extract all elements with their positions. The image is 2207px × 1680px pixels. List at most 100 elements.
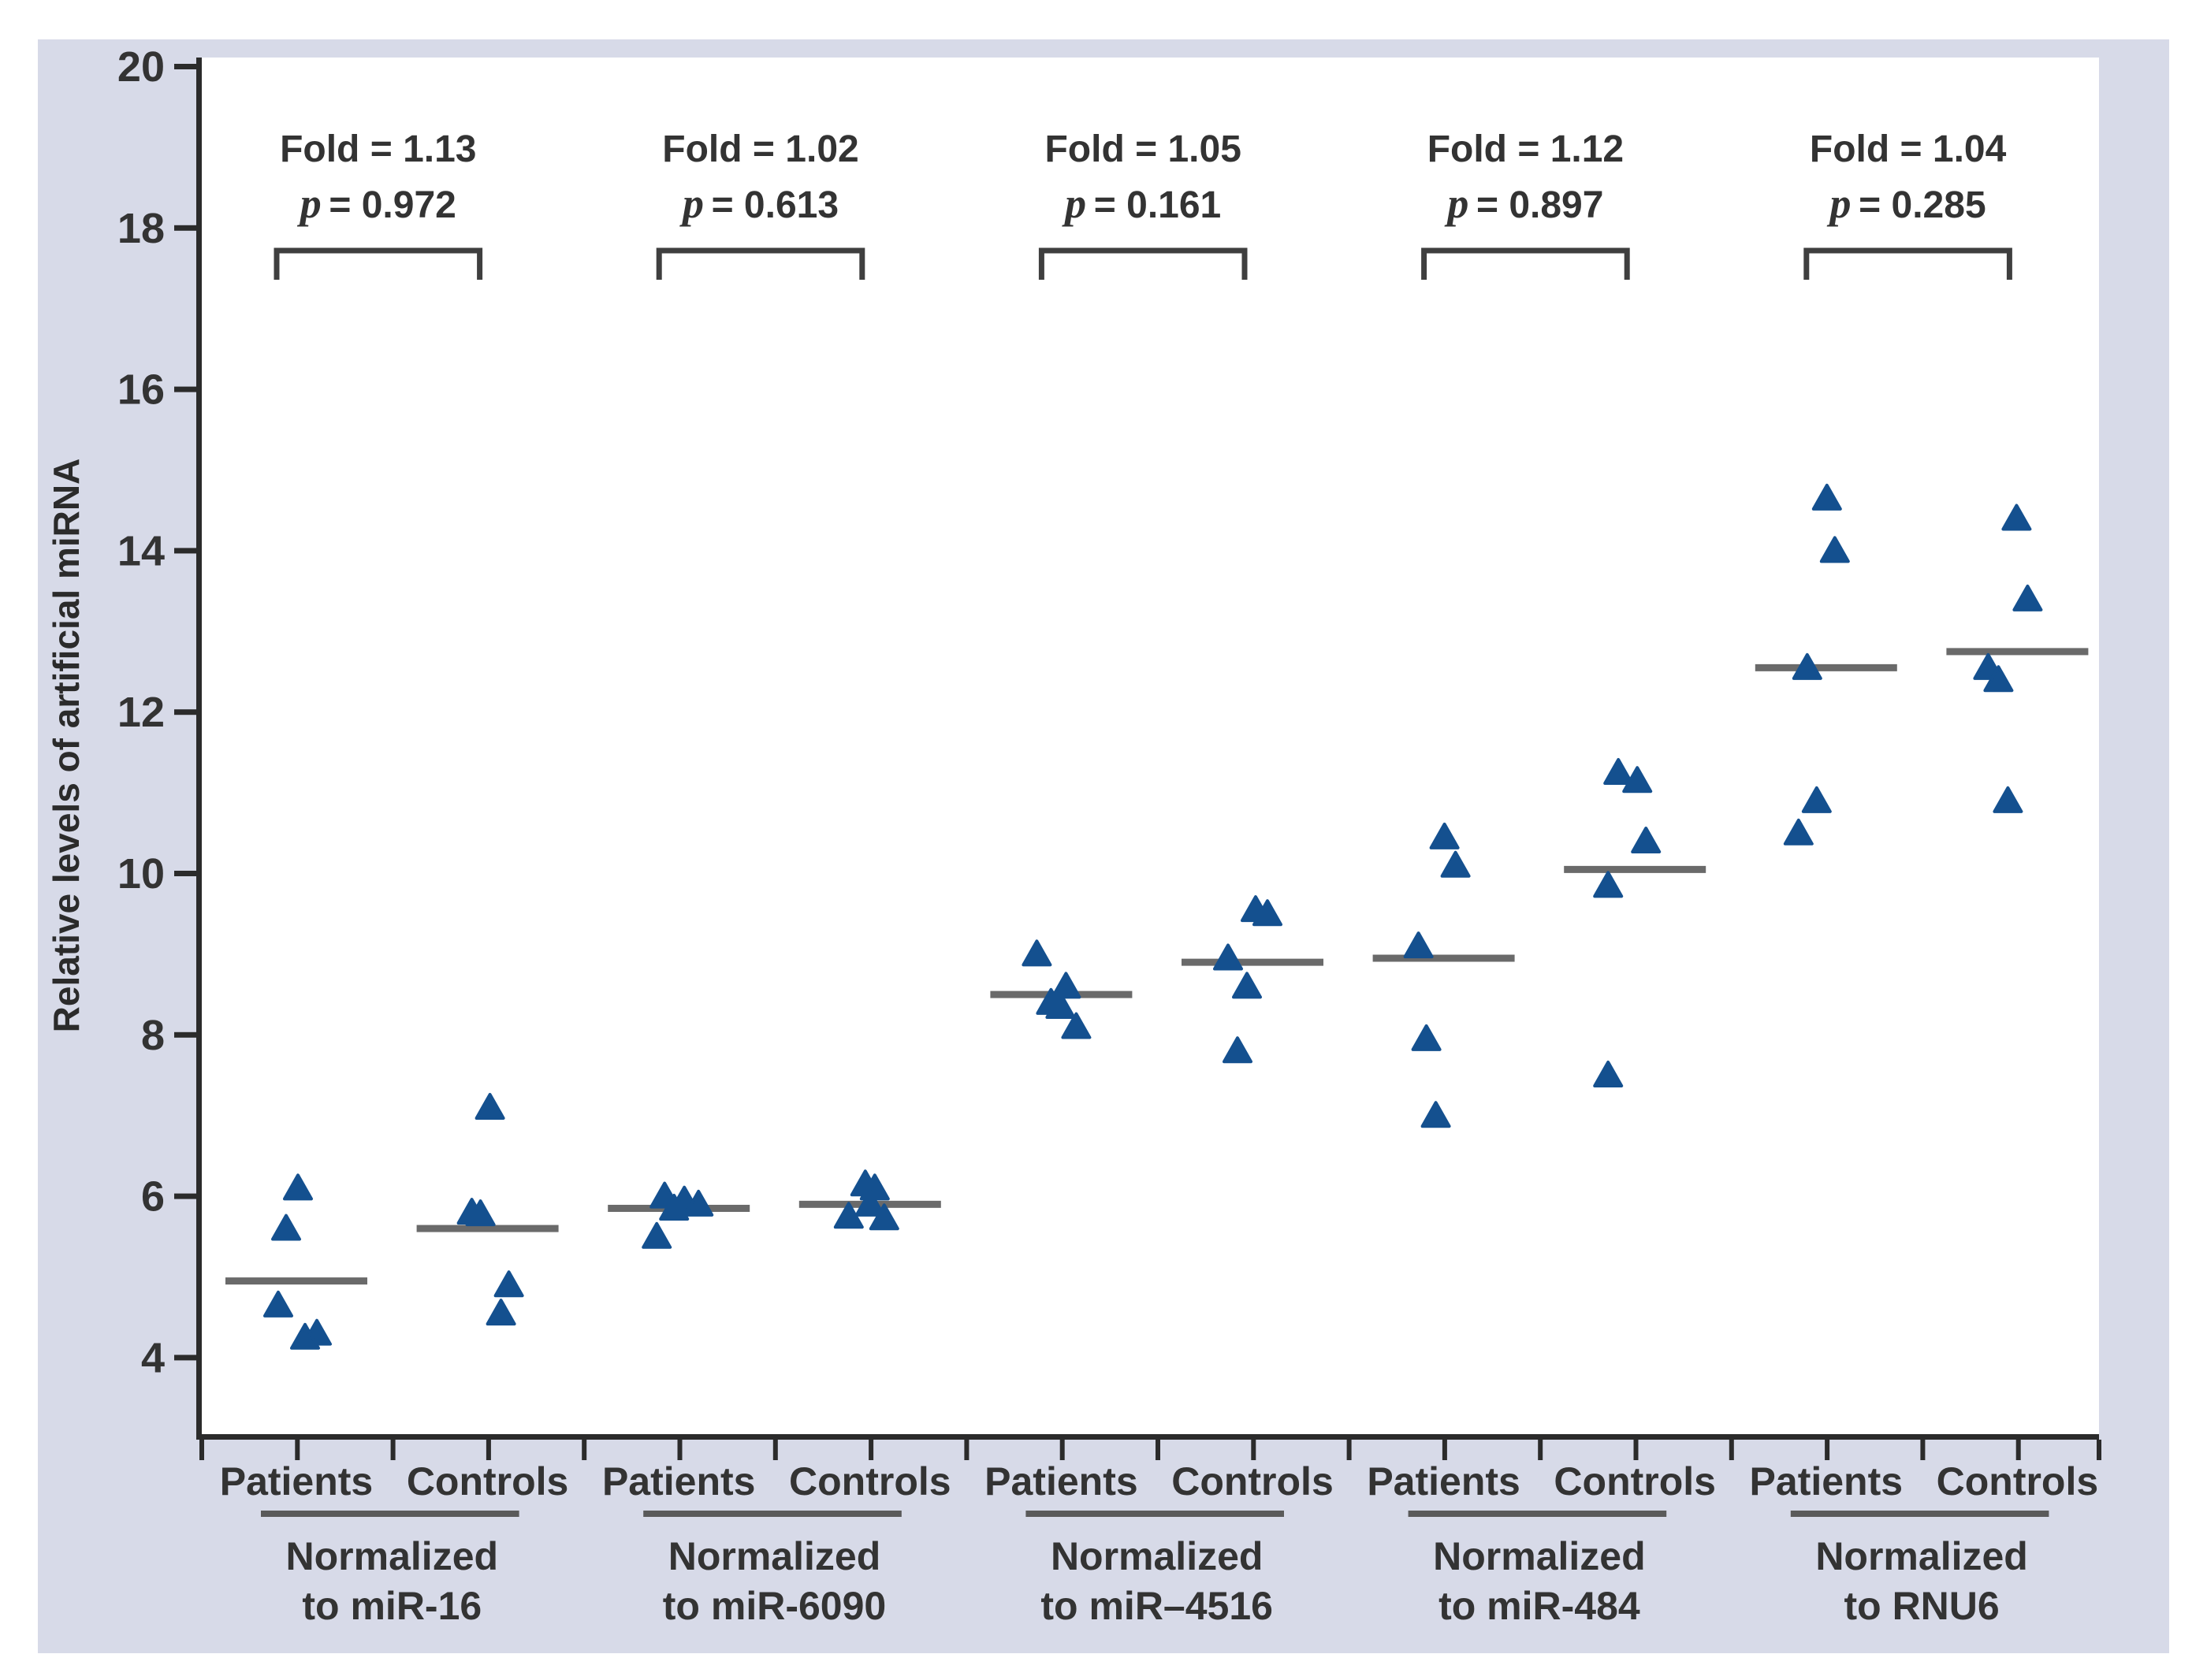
x-axis-tick xyxy=(1920,1440,1926,1460)
group-caption-line2: to RNU6 xyxy=(1844,1584,1999,1628)
x-axis-tick xyxy=(1442,1440,1447,1460)
x-axis-tick xyxy=(1251,1440,1256,1460)
fold-annotation: Fold = 1.04 xyxy=(1810,128,2007,170)
data-point-marker xyxy=(2012,584,2043,611)
data-point-marker xyxy=(1783,818,1814,846)
p-annotation: p = 0.972 xyxy=(297,180,456,227)
x-axis-tick xyxy=(1538,1440,1543,1460)
data-point-marker xyxy=(2001,504,2032,531)
column-label-patients: Patients xyxy=(1750,1459,1904,1503)
data-point-marker xyxy=(683,1189,714,1217)
p-annotation: p = 0.161 xyxy=(1062,180,1221,227)
p-annotation: p = 0.897 xyxy=(1444,180,1603,227)
data-point-marker xyxy=(465,1199,496,1227)
y-axis-title: Relative levels of artificial miRNA xyxy=(46,459,87,1033)
y-axis-tick xyxy=(174,1355,199,1361)
p-symbol: p xyxy=(1444,180,1468,227)
x-axis-tick xyxy=(582,1440,587,1460)
data-point-marker xyxy=(1792,652,1822,680)
y-tick-label: 6 xyxy=(141,1173,165,1221)
p-value: = 0.161 xyxy=(1086,184,1221,226)
data-point-marker xyxy=(263,1290,293,1318)
data-point-marker xyxy=(1631,827,1662,854)
data-point-marker xyxy=(869,1203,899,1231)
p-value: = 0.972 xyxy=(322,184,456,226)
x-axis-tick xyxy=(2015,1440,2021,1460)
data-point-marker xyxy=(283,1173,313,1201)
x-axis-tick xyxy=(869,1440,874,1460)
column-label-controls: Controls xyxy=(1937,1459,2099,1503)
y-axis-tick xyxy=(174,64,199,69)
group-caption-line1: Normalized xyxy=(1433,1534,1646,1578)
y-tick-label: 4 xyxy=(141,1334,165,1381)
group-caption-line2: to miR-16 xyxy=(302,1584,482,1628)
y-axis-tick xyxy=(174,386,199,392)
x-axis-line xyxy=(196,1434,2099,1440)
p-value: = 0.285 xyxy=(1852,184,1986,226)
group-underline xyxy=(261,1511,519,1517)
x-axis-tick xyxy=(295,1440,300,1460)
data-point-marker xyxy=(854,1189,885,1217)
fold-annotation: Fold = 1.13 xyxy=(280,128,476,170)
x-axis-tick xyxy=(199,1440,204,1460)
data-point-marker xyxy=(642,1221,672,1249)
data-point-marker xyxy=(1420,1101,1451,1128)
y-axis-tick xyxy=(174,709,199,715)
group-caption-line1: Normalized xyxy=(668,1534,881,1578)
x-axis-tick xyxy=(2097,1440,2101,1460)
data-point-marker xyxy=(1801,786,1832,813)
p-annotation: p = 0.613 xyxy=(679,180,839,227)
p-symbol: p xyxy=(1062,180,1086,227)
data-point-marker xyxy=(1440,850,1471,878)
y-tick-label: 18 xyxy=(117,205,165,252)
significance-bracket xyxy=(656,247,865,280)
mean-line-patients xyxy=(1755,663,1897,671)
x-axis-tick xyxy=(486,1440,491,1460)
mean-line-controls xyxy=(1946,648,2089,656)
significance-bracket xyxy=(1421,247,1630,280)
mean-line-controls xyxy=(416,1225,559,1232)
data-point-marker xyxy=(1232,972,1262,999)
y-axis-tick xyxy=(174,871,199,876)
data-point-marker xyxy=(290,1322,320,1350)
y-axis-tick xyxy=(174,225,199,231)
y-tick-label: 10 xyxy=(117,850,165,898)
data-point-marker xyxy=(1811,483,1842,511)
mean-line-controls xyxy=(1564,865,1706,873)
mean-line-controls xyxy=(1182,958,1323,966)
x-axis-tick xyxy=(1346,1440,1352,1460)
x-axis-tick xyxy=(1825,1440,1830,1460)
data-point-marker xyxy=(1045,991,1076,1019)
chart-content: 4 6 8 10 12 14 16 18 20 Fold = 1.13 p = 0.972 Patie… xyxy=(117,43,2101,1628)
group-underline xyxy=(1025,1511,1284,1517)
column-label-controls: Controls xyxy=(1171,1459,1334,1503)
significance-bracket xyxy=(1038,247,1248,280)
group-caption-line1: Normalized xyxy=(1815,1534,2028,1578)
data-point-marker xyxy=(1593,871,1624,898)
y-axis-tick xyxy=(174,548,199,554)
data-point-marker xyxy=(493,1270,524,1298)
x-axis-tick xyxy=(1059,1440,1065,1460)
group-underline xyxy=(1790,1511,2049,1517)
x-axis-tick xyxy=(772,1440,778,1460)
group-caption-line2: to miR-6090 xyxy=(663,1584,886,1628)
group-caption-line1: Normalized xyxy=(286,1534,499,1578)
column-label-patients: Patients xyxy=(220,1459,374,1503)
data-point-marker xyxy=(1622,766,1653,794)
x-axis-tick xyxy=(390,1440,396,1460)
column-label-patients: Patients xyxy=(602,1459,756,1503)
y-tick-label: 20 xyxy=(117,43,165,91)
y-axis-line xyxy=(196,58,202,1440)
mean-line-patients xyxy=(225,1277,367,1285)
data-point-marker xyxy=(1223,1036,1252,1064)
group-caption-line2: to miR–4516 xyxy=(1040,1584,1273,1628)
data-point-marker xyxy=(271,1214,301,1241)
fold-annotation: Fold = 1.02 xyxy=(662,128,858,170)
significance-bracket xyxy=(274,247,483,280)
fold-annotation: Fold = 1.05 xyxy=(1044,128,1241,170)
data-point-marker xyxy=(1819,536,1850,563)
plot-area xyxy=(199,58,2099,1440)
data-point-marker xyxy=(1603,758,1634,785)
x-axis-tick xyxy=(677,1440,683,1460)
data-point-marker xyxy=(1213,943,1243,971)
